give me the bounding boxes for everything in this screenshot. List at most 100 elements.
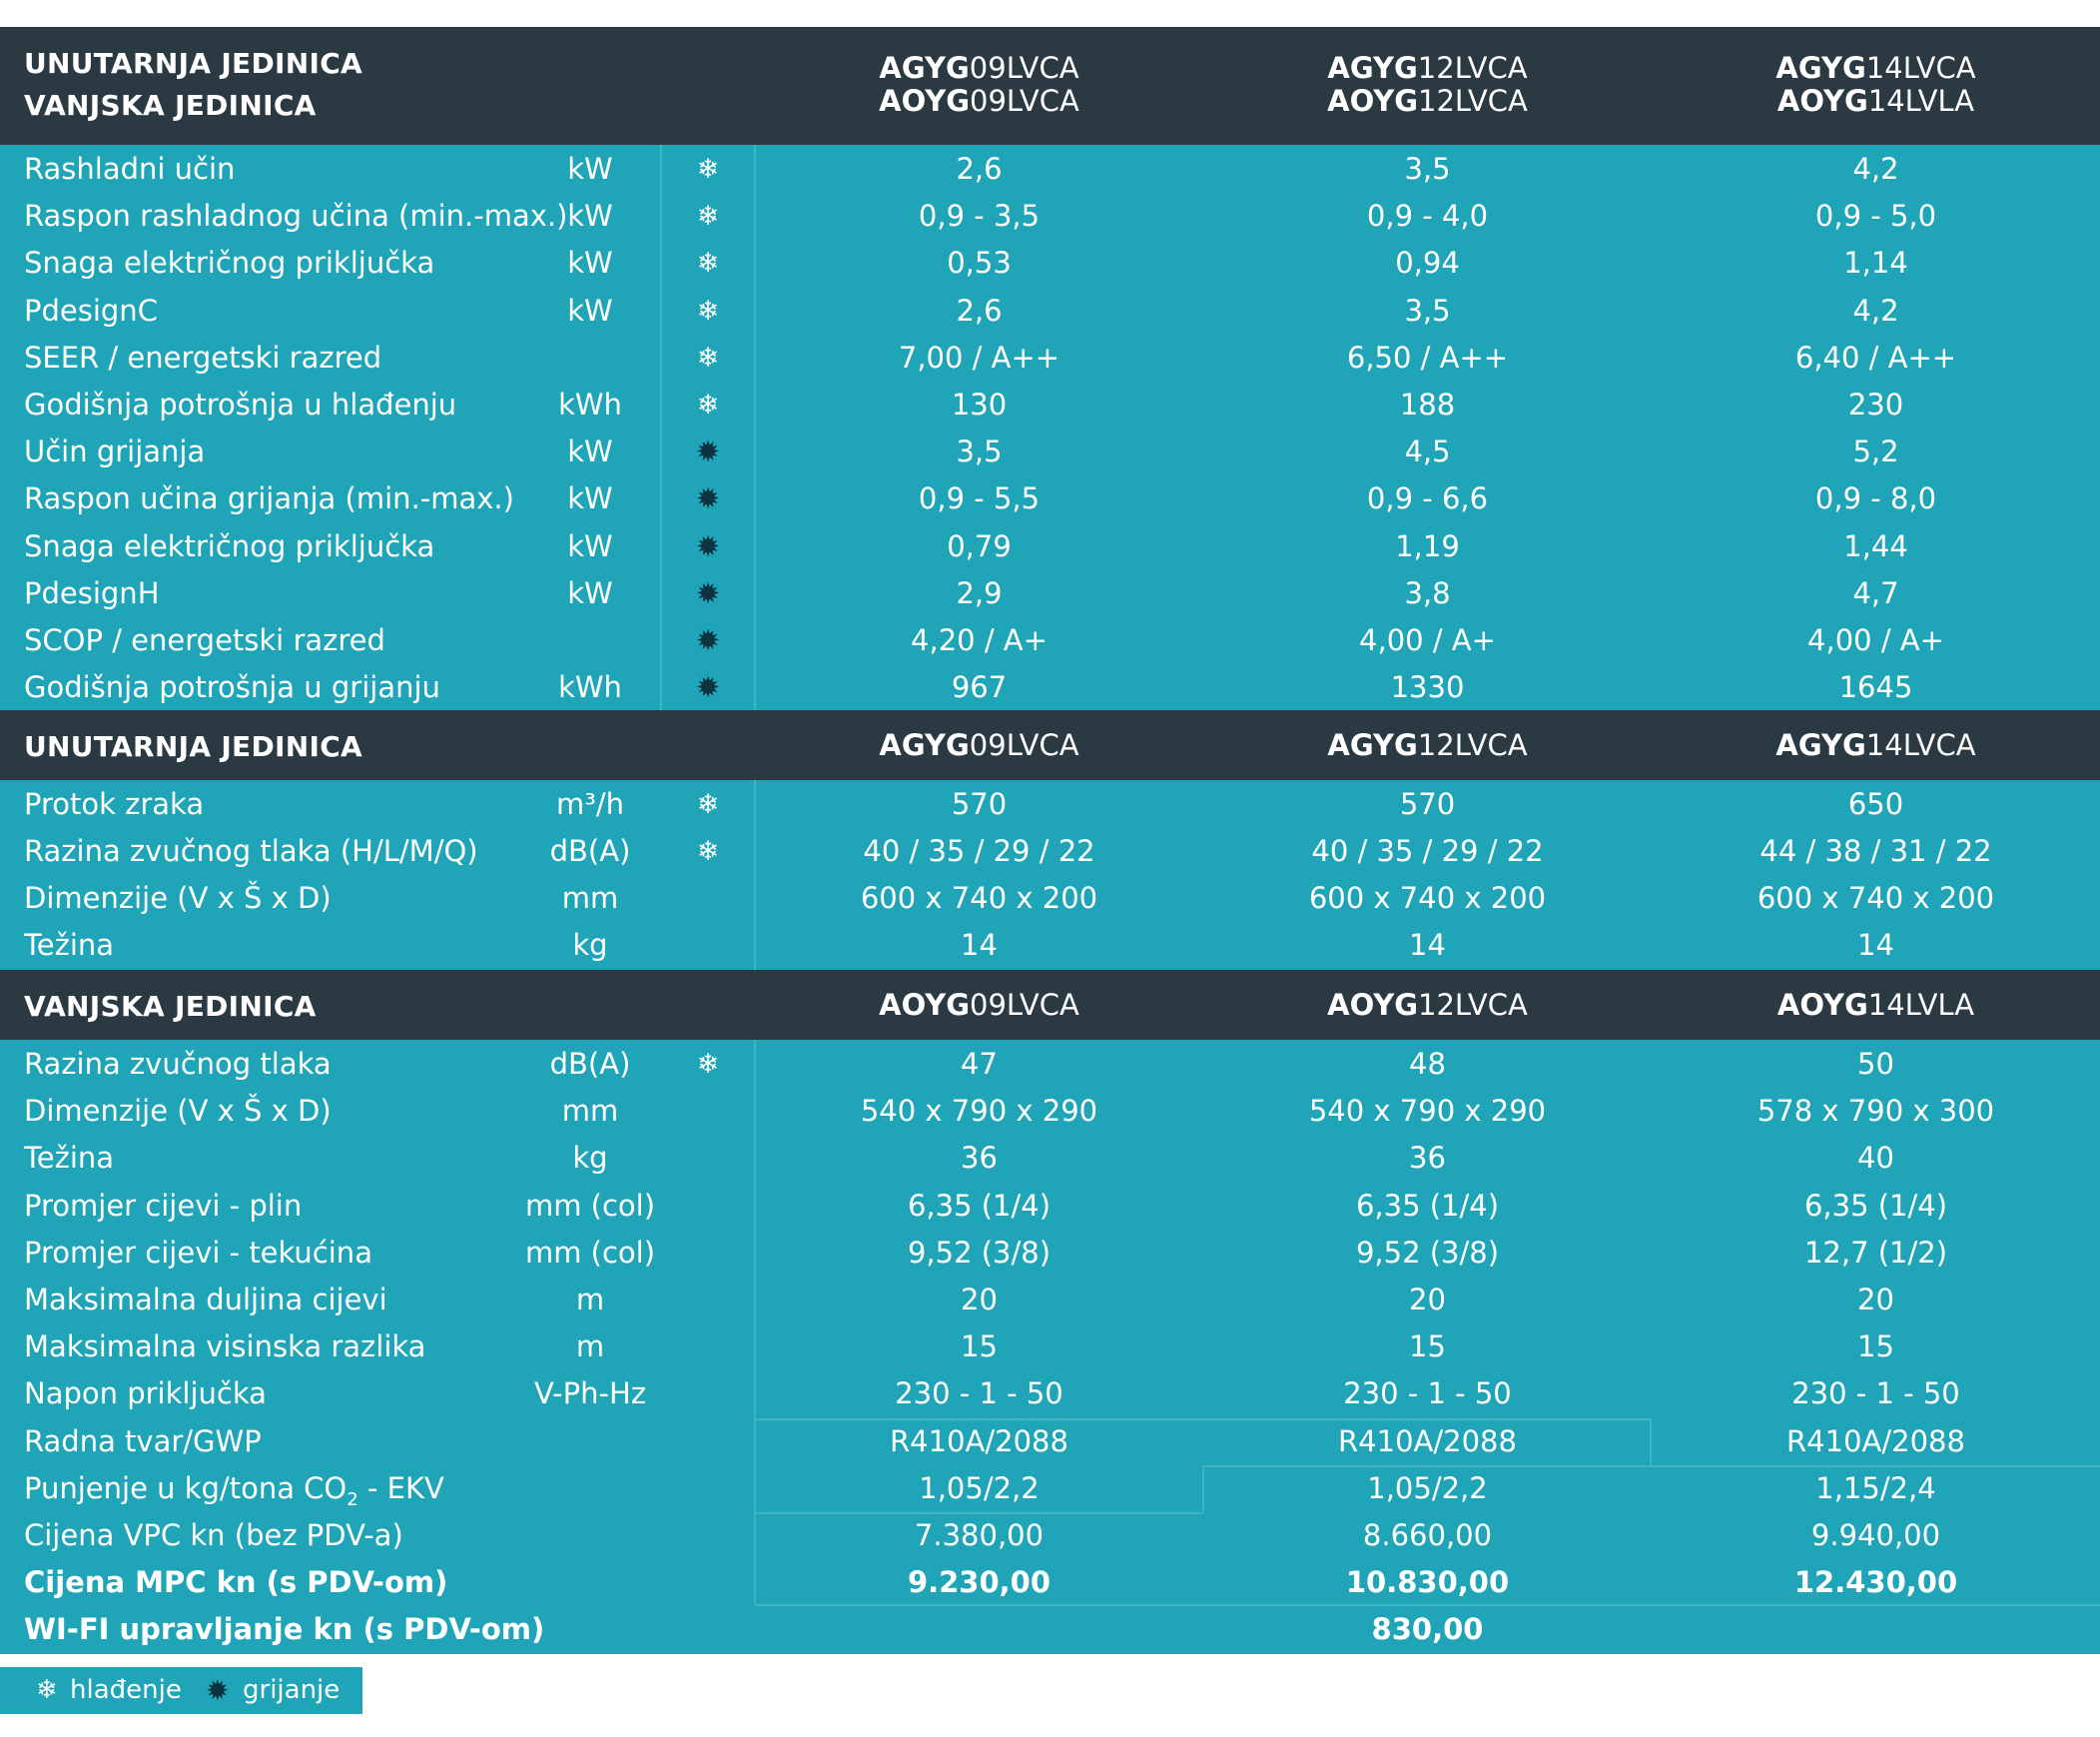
row-unit: mm — [561, 881, 619, 915]
row-value-2: 4,00 / A+ — [1359, 622, 1496, 657]
row-value-1: 2,9 — [956, 575, 1003, 610]
model-prefix: AGYG — [1775, 728, 1866, 762]
row-value-3: 0,9 - 8,0 — [1814, 481, 1937, 516]
row-value-1: 2,6 — [956, 293, 1003, 328]
snowflake-icon — [681, 1277, 735, 1323]
table-row: Radna tvar/GWP R410A/2088 R410A/2088 R410A/… — [0, 1418, 2100, 1465]
sun-icon: ✹ — [695, 528, 721, 563]
row-value-2: 540 x 790 x 290 — [1308, 1094, 1547, 1129]
row-unit: mm — [561, 1094, 619, 1129]
row-value-3: 1645 — [1838, 670, 1913, 705]
row-label-text: Punjenje u kg/tona CO — [24, 1470, 348, 1505]
row-value-2: 10.830,00 — [1345, 1565, 1510, 1600]
column-divider — [660, 145, 662, 710]
model-suffix: 12LVCA — [1418, 84, 1528, 118]
row-value-2: 3,8 — [1404, 575, 1451, 610]
model-suffix: 14LVLA — [1867, 84, 1975, 118]
row-value-3: 14 — [1857, 928, 1894, 962]
row-label: Raspon rashladnog učina (min.-max.) — [24, 199, 568, 234]
legend: ❄ hlađenje ✹ grijanje — [0, 1667, 362, 1714]
row-unit: V-Ph-Hz — [534, 1376, 646, 1411]
table-row: Rashladni učin kW ❄ 2,6 3,5 4,2 — [0, 146, 2100, 193]
row-value-1: 0,9 - 3,5 — [918, 199, 1041, 234]
row-value-2: 14 — [1409, 928, 1446, 962]
model-prefix: AOYG — [1776, 988, 1868, 1022]
row-value-3 — [1652, 1606, 2100, 1653]
snowflake-icon — [681, 875, 735, 922]
row-unit: kW — [567, 481, 613, 516]
row-value-1: 230 - 1 - 50 — [895, 1376, 1063, 1411]
sun-icon: ✹ — [206, 1674, 230, 1707]
model-suffix: 14LVCA — [1865, 51, 1976, 85]
model-prefix: AGYG — [879, 51, 970, 85]
row-value-2: 1,19 — [1395, 528, 1460, 563]
snowflake-icon: ❄ — [696, 295, 720, 327]
row-label: Maksimalna duljina cijevi — [24, 1282, 387, 1316]
row-value-2: 48 — [1409, 1047, 1446, 1081]
snowflake-icon — [681, 1418, 735, 1465]
row-label: PdesignC — [24, 293, 158, 328]
row-value-3: 4,7 — [1852, 575, 1899, 610]
row-value-2: 188 — [1399, 387, 1456, 422]
row-unit: dB(A) — [549, 834, 631, 868]
row-unit: kWh — [558, 670, 622, 705]
table-header: UNUTARNJA JEDINICA VANJSKA JEDINICA AGYG… — [0, 27, 2100, 145]
row-value-3: 1,15/2,4 — [1815, 1470, 1936, 1505]
row-unit: kW — [567, 575, 613, 610]
row-value-3: 230 — [1847, 387, 1904, 422]
row-value-3: 20 — [1857, 1282, 1894, 1316]
outdoor-model-1: AOYG09LVCA — [755, 988, 1203, 1022]
row-value-3: 50 — [1857, 1047, 1894, 1081]
row-label: Snaga električnog priključka — [24, 246, 435, 281]
row-value-3: R410A/2088 — [1786, 1423, 1965, 1458]
row-label: Punjenje u kg/tona CO2 - EKV — [24, 1465, 444, 1512]
table-row: Promjer cijevi - plin mm (col) 6,35 (1/4) 6… — [0, 1183, 2100, 1230]
row-value-2: 0,9 - 4,0 — [1366, 199, 1489, 234]
table-row: Cijena MPC kn (s PDV-om) 9.230,00 10.830,0… — [0, 1559, 2100, 1606]
row-label: Promjer cijevi - plin — [24, 1188, 303, 1223]
row-unit — [509, 1606, 671, 1653]
row-unit: mm (col) — [524, 1188, 656, 1223]
row-unit: kg — [572, 928, 608, 962]
row-value-2: 8.660,00 — [1362, 1517, 1493, 1552]
row-value-1: 130 — [951, 387, 1008, 422]
row-value-1: 47 — [961, 1047, 998, 1081]
row-value-3: 4,2 — [1852, 293, 1899, 328]
indoor-unit-header: UNUTARNJA JEDINICA AGYG09LVCA AGYG12LVCA… — [0, 710, 2100, 780]
row-value-1: 6,35 (1/4) — [907, 1188, 1051, 1223]
sun-icon: ✹ — [695, 575, 721, 610]
row-unit: m — [575, 1329, 605, 1364]
indoor-unit-title: UNUTARNJA JEDINICA — [24, 730, 363, 763]
table-row: Cijena VPC kn (bez PDV-a) 7.380,00 8.660,0… — [0, 1512, 2100, 1559]
model-prefix: AOYG — [1776, 84, 1868, 118]
row-value-1: 14 — [961, 928, 998, 962]
model-prefix: AGYG — [879, 728, 970, 762]
model-prefix: AGYG — [1327, 728, 1418, 762]
row-value-2: 4,5 — [1404, 434, 1451, 469]
snowflake-icon: ❄ — [696, 1049, 720, 1080]
snowflake-icon — [681, 1135, 735, 1182]
row-value-1: 4,20 / A+ — [911, 622, 1048, 657]
row-value-1: 9,52 (3/8) — [907, 1235, 1051, 1270]
row-label: Snaga električnog priključka — [24, 528, 435, 563]
column-divider — [754, 145, 756, 710]
row-value-1: 967 — [951, 670, 1008, 705]
model-suffix: 12LVCA — [1418, 988, 1528, 1022]
header-indoor-label: UNUTARNJA JEDINICA — [24, 47, 363, 80]
snowflake-icon: ❄ — [696, 789, 720, 820]
model-suffix: 09LVCA — [969, 728, 1079, 762]
row-label: Razina zvučnog tlaka — [24, 1047, 332, 1081]
row-label: Godišnja potrošnja u grijanju — [24, 670, 440, 705]
row-value-3: 230 - 1 - 50 — [1791, 1376, 1960, 1411]
row-unit: kWh — [558, 387, 622, 422]
row-divider — [755, 1512, 1203, 1514]
row-value-3: 40 — [1857, 1141, 1894, 1176]
table-row: SEER / energetski razred ❄ 7,00 / A++ 6,50 … — [0, 335, 2100, 382]
model-prefix: AGYG — [1327, 51, 1418, 85]
row-value-3: 650 — [1847, 787, 1904, 821]
row-value-3: 12.430,00 — [1793, 1565, 1958, 1600]
table-row: Razina zvučnog tlaka (H/L/M/Q) dB(A) ❄ 40 /… — [0, 828, 2100, 875]
snowflake-icon: ❄ — [696, 836, 720, 867]
legend-cooling-label: hlađenje — [70, 1675, 182, 1705]
snowflake-icon — [681, 1230, 735, 1277]
